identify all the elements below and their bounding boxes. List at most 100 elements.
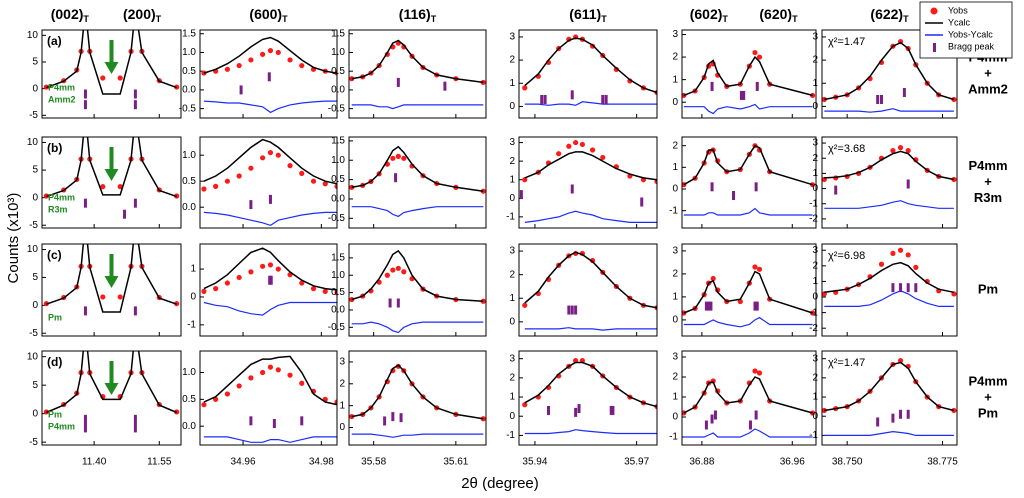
yobs-point bbox=[522, 85, 528, 91]
y-tick-label: 0 bbox=[812, 183, 818, 194]
bragg-peak bbox=[748, 420, 752, 430]
y-tick-label: 0 bbox=[672, 315, 678, 326]
panel: 3 2 1 0 -1 -2 χ²=3.68 bbox=[809, 136, 958, 229]
panel: 1.5 1.0 0.5 0.0 -0.5 bbox=[328, 136, 487, 229]
phase-label: P4mm bbox=[48, 421, 75, 431]
y-tick-label: 2 bbox=[509, 269, 515, 280]
bragg-peak bbox=[601, 94, 605, 104]
panel-frame bbox=[681, 29, 817, 119]
y-tick-label: 1 bbox=[190, 264, 196, 275]
bragg-peak bbox=[133, 414, 137, 424]
yobs-point bbox=[579, 141, 586, 148]
yobs-point bbox=[299, 62, 305, 69]
bragg-peak bbox=[83, 89, 87, 99]
plot-area bbox=[43, 244, 180, 316]
arrow-head bbox=[104, 383, 119, 395]
yobs-point bbox=[201, 402, 207, 408]
y-tick-label: 1 bbox=[509, 78, 515, 89]
bragg-peak bbox=[394, 173, 398, 183]
diff-line bbox=[351, 104, 484, 110]
ycalc-line bbox=[824, 41, 955, 101]
column-title-sub: T bbox=[431, 14, 437, 24]
y-tick-label: 1.0 bbox=[331, 47, 345, 58]
plot-area bbox=[822, 357, 957, 436]
yobs-point bbox=[267, 262, 274, 268]
yobs-point bbox=[522, 302, 528, 308]
panel-frame bbox=[348, 136, 487, 229]
panel-frame bbox=[681, 350, 817, 446]
diff-line bbox=[203, 436, 337, 443]
bragg-peak bbox=[906, 409, 910, 419]
plot-area bbox=[519, 139, 657, 223]
bragg-peak bbox=[133, 198, 137, 208]
bragg-peak bbox=[755, 301, 759, 311]
plot-area bbox=[201, 247, 337, 316]
y-tick-label: 0 bbox=[509, 316, 515, 327]
y-tick-label: 1 bbox=[812, 392, 818, 403]
yobs-point bbox=[248, 165, 254, 171]
panel: 1.5 1.0 0.5 0.0 -0.5 bbox=[179, 28, 338, 119]
y-tick-label: -1 bbox=[809, 198, 818, 209]
bragg-peak bbox=[239, 85, 243, 95]
y-tick-label: 0 bbox=[812, 411, 818, 422]
panel: 3 2 1 0 bbox=[672, 29, 817, 119]
y-tick-label: 0 bbox=[812, 292, 818, 303]
diff-line bbox=[824, 430, 954, 436]
yobs-point bbox=[83, 112, 88, 117]
y-tick-label: -1 bbox=[187, 319, 196, 330]
y-tick-label: 5 bbox=[32, 272, 38, 283]
y-tick-label: 0 bbox=[32, 300, 38, 311]
yobs-point bbox=[267, 47, 274, 54]
ycalc-line bbox=[524, 361, 657, 408]
yobs-point bbox=[878, 261, 885, 267]
bragg-peak bbox=[269, 275, 273, 285]
legend: Yobs Ycalc Yobs-Ycalc Bragg peak bbox=[919, 1, 1013, 59]
panel-frame bbox=[681, 243, 817, 337]
y-tick-label: 1 bbox=[509, 174, 515, 185]
plot-area bbox=[43, 112, 180, 219]
column-title: (602)T bbox=[690, 6, 729, 25]
y-tick-label: 0 bbox=[672, 184, 678, 195]
yobs-point bbox=[299, 170, 305, 176]
bragg-peak bbox=[834, 185, 838, 195]
ycalc-line bbox=[46, 244, 177, 313]
yobs-point bbox=[260, 155, 266, 161]
y-tick-label: 5 bbox=[32, 380, 38, 391]
bragg-peak bbox=[519, 190, 523, 200]
yobs-point bbox=[390, 267, 396, 273]
panel-frame bbox=[41, 243, 182, 337]
column-title-main: (620) bbox=[759, 6, 792, 22]
yobs-point bbox=[334, 183, 337, 189]
yobs-point bbox=[224, 66, 230, 72]
yobs-point bbox=[117, 294, 123, 300]
yobs-point bbox=[522, 402, 528, 408]
ycalc-line bbox=[203, 247, 337, 291]
y-tick-label: 3 bbox=[509, 137, 515, 148]
bragg-peak bbox=[543, 94, 547, 104]
legend-label: Ycalc bbox=[948, 17, 971, 27]
ycalc-line bbox=[351, 249, 484, 303]
yobs-point bbox=[589, 257, 596, 264]
bragg-peak bbox=[899, 409, 903, 419]
y-tick-label: 3 bbox=[509, 32, 515, 43]
plot-area bbox=[682, 368, 816, 438]
phase-label: Pm bbox=[48, 409, 62, 419]
y-tick-label: 0.0 bbox=[182, 85, 196, 96]
yobs-point bbox=[573, 139, 579, 146]
yobs-point bbox=[224, 391, 230, 397]
yobs-point bbox=[275, 152, 281, 158]
diff-line bbox=[351, 433, 484, 438]
y-tick-label: 0.5 bbox=[182, 66, 196, 77]
yobs-point bbox=[248, 57, 254, 63]
bragg-peak bbox=[891, 413, 895, 423]
bragg-peak bbox=[876, 417, 880, 427]
yobs-point bbox=[395, 363, 401, 369]
panel-frame bbox=[821, 29, 958, 119]
phase-combo: + bbox=[984, 389, 992, 404]
bragg-peak bbox=[133, 89, 137, 99]
ycalc-line bbox=[351, 364, 484, 420]
y-tick-label: 1 bbox=[672, 74, 678, 85]
y-tick-label: 2 bbox=[812, 55, 818, 66]
yobs-point bbox=[100, 184, 106, 190]
yobs-point bbox=[600, 154, 606, 161]
